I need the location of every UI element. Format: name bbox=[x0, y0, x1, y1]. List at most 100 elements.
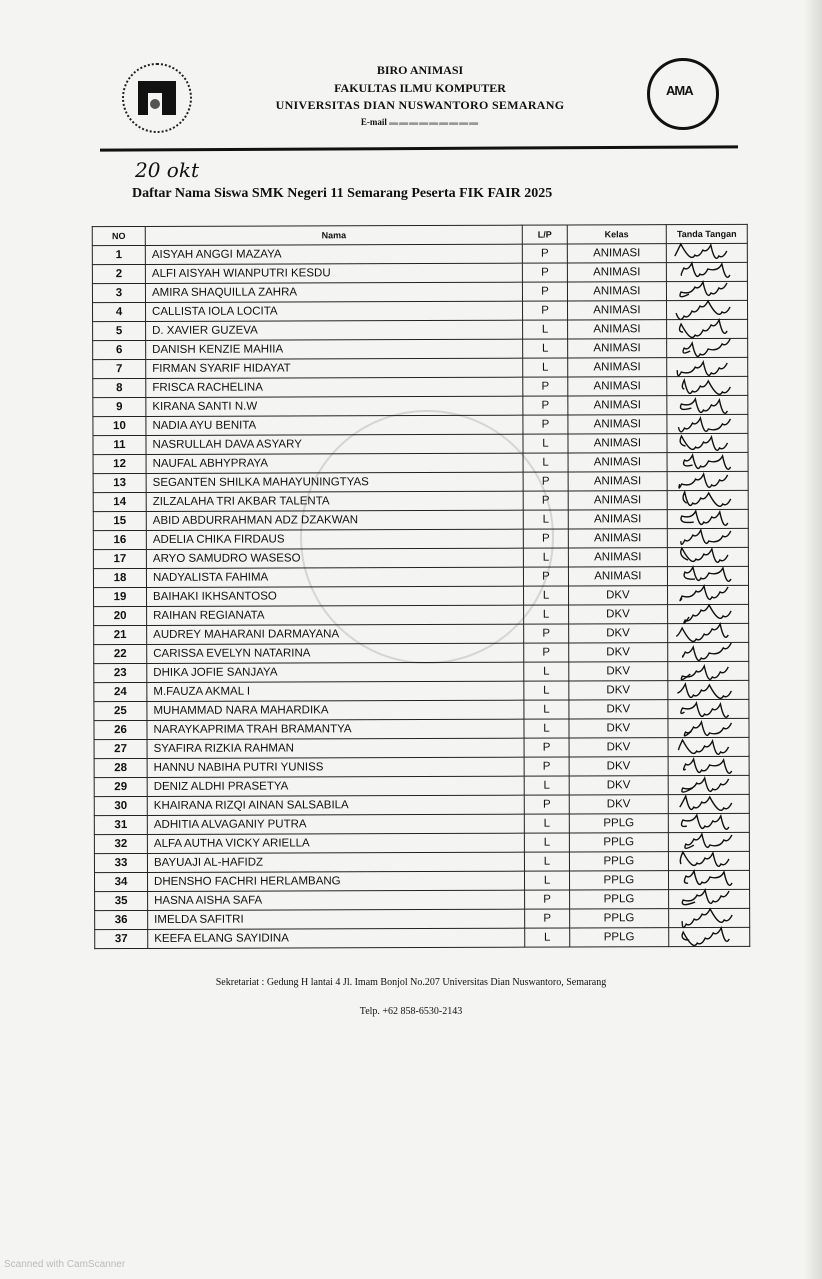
cell-kelas: ANIMASI bbox=[568, 566, 668, 586]
cell-no: 19 bbox=[93, 587, 147, 607]
page-edge bbox=[804, 0, 822, 1279]
cell-lp: P bbox=[523, 642, 569, 663]
signature-cell bbox=[666, 357, 748, 377]
cell-no: 29 bbox=[94, 777, 148, 797]
cell-no: 31 bbox=[94, 815, 148, 835]
cell-lp: P bbox=[524, 889, 570, 910]
cell-lp: P bbox=[524, 908, 570, 929]
table-row: 13 SEGANTEN SHILKA MAHAYUNINGTYAS P ANIMASI bbox=[93, 471, 749, 493]
signature-mark bbox=[680, 663, 729, 681]
footer-phone: Telp. +62 858-6530-2143 bbox=[359, 1006, 463, 1017]
cell-nama: ADELIA CHIKA FIRDAUS bbox=[146, 529, 524, 550]
cell-no: 16 bbox=[93, 530, 147, 550]
signature-cell bbox=[668, 850, 750, 871]
cell-lp: P bbox=[523, 376, 568, 397]
cell-lp: P bbox=[524, 756, 569, 777]
scanner-watermark: Scanned with CamScanner bbox=[4, 1259, 126, 1270]
cell-nama: BAIHAKI IKHSANTOSO bbox=[146, 586, 524, 607]
cell-no: 28 bbox=[94, 758, 148, 778]
cell-no: 26 bbox=[93, 720, 148, 740]
signature-cell bbox=[667, 680, 749, 700]
signature-mark bbox=[677, 415, 732, 433]
signature-mark bbox=[681, 775, 730, 793]
cell-lp: P bbox=[524, 737, 569, 758]
cell-lp: P bbox=[522, 262, 568, 283]
cell-nama: AUDREY MAHARANI DARMAYANA bbox=[146, 624, 524, 645]
signature-mark bbox=[681, 377, 731, 395]
cell-no: 27 bbox=[94, 739, 148, 759]
cell-lp: P bbox=[523, 623, 569, 644]
handwritten-date: 20 okt bbox=[135, 158, 200, 182]
cell-no: 17 bbox=[93, 549, 147, 569]
signature-mark bbox=[677, 738, 730, 755]
signature-mark bbox=[681, 907, 733, 929]
signature-mark bbox=[683, 564, 732, 582]
signature-cell bbox=[666, 395, 748, 415]
cell-kelas: PPLG bbox=[569, 908, 669, 928]
cell-kelas: DKV bbox=[568, 794, 669, 814]
cell-kelas: DKV bbox=[568, 661, 668, 681]
cell-kelas: ANIMASI bbox=[568, 547, 668, 567]
cell-no: 34 bbox=[94, 872, 148, 892]
cell-no: 25 bbox=[93, 701, 147, 721]
signature-cell bbox=[666, 299, 748, 321]
signature-mark bbox=[682, 756, 733, 774]
table-row: 3 AMIRA SHAQUILLA ZAHRA P ANIMASI bbox=[92, 279, 748, 303]
cell-nama: FRISCA RACHELINA bbox=[145, 377, 524, 398]
cell-nama: NASRULLAH DAVA ASYARY bbox=[145, 434, 524, 455]
header-email: E-mail ▬▬▬▬▬▬▬▬▬ bbox=[360, 117, 480, 127]
header-divider bbox=[99, 145, 739, 152]
signature-mark bbox=[675, 299, 731, 321]
cell-no: 10 bbox=[92, 416, 146, 436]
signature-cell bbox=[668, 756, 750, 776]
cell-nama: DENIZ ALDHI PRASETYA bbox=[147, 776, 525, 797]
cell-kelas: ANIMASI bbox=[567, 509, 668, 529]
cell-lp: L bbox=[524, 718, 569, 739]
col-lp: L/P bbox=[522, 224, 568, 245]
cell-lp: L bbox=[524, 699, 569, 720]
cell-nama: FIRMAN SYARIF HIDAYAT bbox=[145, 358, 524, 379]
cell-lp: L bbox=[522, 357, 568, 378]
cell-nama: NADYALISTA FAHIMA bbox=[146, 567, 524, 588]
cell-lp: P bbox=[523, 395, 568, 416]
header-line-2: FAKULTAS ILMU KOMPUTER bbox=[334, 81, 506, 95]
cell-kelas: PPLG bbox=[569, 870, 669, 890]
col-no: NO bbox=[92, 226, 146, 246]
cell-lp: P bbox=[523, 490, 568, 511]
col-kelas: Kelas bbox=[566, 224, 667, 244]
table-row: 37 KEEFA ELANG SAYIDINA L PPLG bbox=[94, 925, 750, 949]
table-row: 6 DANISH KENZIE MAHIIA L ANIMASI bbox=[92, 338, 748, 360]
cell-kelas: ANIMASI bbox=[567, 471, 668, 491]
cell-lp: P bbox=[523, 566, 569, 587]
signature-mark bbox=[680, 508, 729, 526]
cell-kelas: DKV bbox=[568, 775, 669, 795]
cell-no: 33 bbox=[94, 853, 148, 873]
cell-lp: L bbox=[522, 338, 568, 359]
cell-nama: NARAYKAPRIMA TRAH BRAMANTYA bbox=[146, 719, 525, 740]
signature-cell bbox=[667, 508, 749, 529]
participant-table: NO Nama L/P Kelas Tanda Tangan 1 AISYAH A… bbox=[92, 224, 751, 949]
cell-kelas: DKV bbox=[568, 585, 668, 605]
table-row: 19 BAIHAKI IKHSANTOSO L DKV bbox=[93, 583, 749, 607]
table-row: 36 IMELDA SAFITRI P PPLG bbox=[94, 907, 750, 930]
cell-no: 36 bbox=[94, 910, 148, 930]
signature-mark bbox=[681, 642, 732, 662]
table-row: 17 ARYO SAMUDRO WASESO L ANIMASI bbox=[93, 546, 749, 569]
cell-kelas: ANIMASI bbox=[567, 281, 667, 301]
signature-mark bbox=[681, 925, 730, 947]
signature-cell bbox=[667, 527, 749, 548]
signature-cell bbox=[668, 737, 750, 757]
signature-cell bbox=[666, 242, 748, 263]
table-row: 27 SYAFIRA RIZKIA RAHMAN P DKV bbox=[94, 737, 750, 759]
cell-no: 11 bbox=[92, 435, 147, 455]
table-row: 9 KIRANA SANTI N.W P ANIMASI bbox=[92, 395, 748, 417]
signature-cell bbox=[666, 317, 748, 339]
cell-nama: DHIKA JOFIE SANJAYA bbox=[146, 662, 525, 683]
signature-mark bbox=[680, 260, 731, 278]
signature-mark bbox=[681, 887, 730, 906]
cell-lp: L bbox=[522, 319, 568, 340]
col-nama: Nama bbox=[145, 225, 523, 246]
email-label: E-mail bbox=[360, 117, 387, 127]
cell-kelas: PPLG bbox=[569, 927, 669, 947]
cell-kelas: ANIMASI bbox=[567, 338, 667, 358]
